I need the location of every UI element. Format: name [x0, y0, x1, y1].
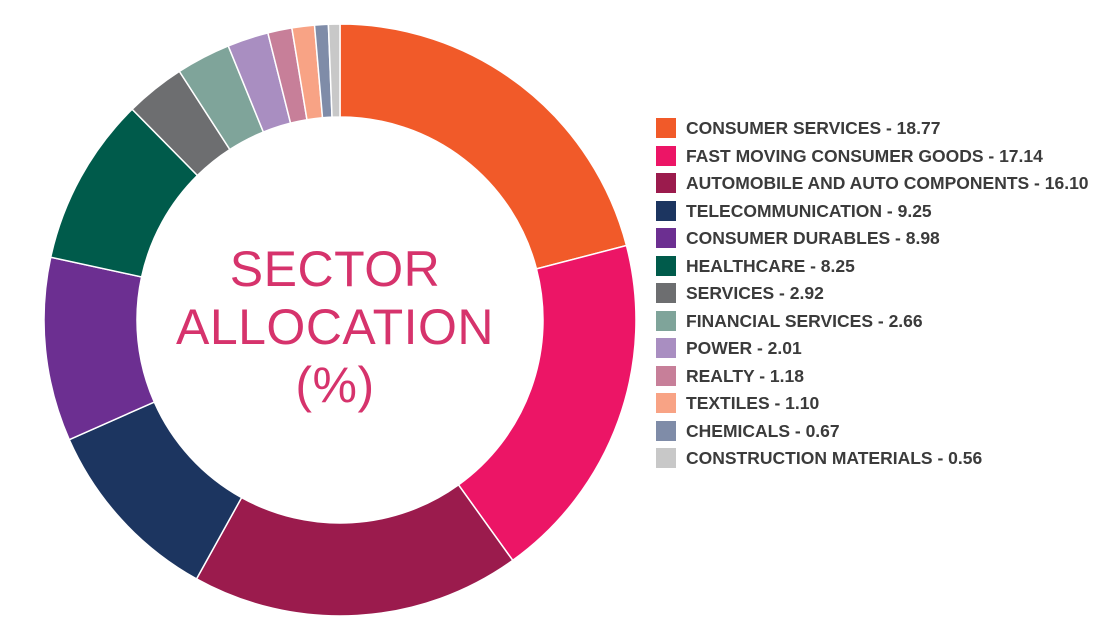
legend-label: POWER - 2.01 [686, 338, 802, 358]
legend-label: FINANCIAL SERVICES - 2.66 [686, 310, 923, 331]
chart-title-line-3: (%) [295, 357, 375, 413]
chart-title: SECTOR ALLOCATION (%) [130, 240, 540, 414]
legend-item-consumer-services: CONSUMER SERVICES - 18.77 [656, 116, 1096, 141]
legend-label: CHEMICALS - 0.67 [686, 420, 840, 441]
legend-swatch [656, 200, 676, 221]
legend-item-construction-materials: CONSTRUCTION MATERIALS - 0.56 [656, 446, 1096, 471]
legend-item-fast-moving-consumer-goods: FAST MOVING CONSUMER GOODS - 17.14 [656, 144, 1096, 169]
legend-item-chemicals: CHEMICALS - 0.67 [656, 419, 1096, 444]
legend-item-telecommunication: TELECOMMUNICATION - 9.25 [656, 199, 1096, 224]
legend-label: REALTY - 1.18 [686, 365, 804, 386]
donut-chart [43, 23, 637, 617]
legend-swatch [656, 283, 676, 303]
legend-label: CONSUMER SERVICES - 18.77 [686, 118, 941, 138]
legend-swatch [656, 228, 676, 248]
legend-label: HEALTHCARE - 8.25 [686, 255, 855, 276]
donut-slice-construction-materials [327, 23, 341, 118]
legend-label: TELECOMMUNICATION - 9.25 [686, 200, 932, 221]
legend-item-consumer-durables: CONSUMER DURABLES - 8.98 [656, 226, 1096, 251]
legend-label: CONSUMER DURABLES - 8.98 [686, 228, 940, 248]
legend-label: FAST MOVING CONSUMER GOODS - 17.14 [686, 145, 1043, 166]
chart-title-line-2: ALLOCATION [175, 299, 495, 355]
legend-item-textiles: TEXTILES - 1.10 [656, 391, 1096, 416]
legend-label: AUTOMOBILE AND AUTO COMPONENTS - 16.10 [686, 173, 1089, 193]
donut-slice-consumer-services [339, 23, 628, 270]
legend-swatch [656, 420, 676, 441]
legend-item-automobile-and-auto-components: AUTOMOBILE AND AUTO COMPONENTS - 16.10 [656, 171, 1096, 196]
legend-swatch [656, 118, 676, 138]
legend: CONSUMER SERVICES - 18.77 FAST MOVING CON… [656, 116, 1096, 474]
legend-swatch [656, 365, 676, 386]
legend-item-financial-services: FINANCIAL SERVICES - 2.66 [656, 309, 1096, 334]
legend-swatch [656, 338, 676, 358]
legend-swatch [656, 173, 676, 193]
donut-slice-automobile-and-auto-components [195, 483, 514, 617]
legend-swatch [656, 145, 676, 166]
legend-label: SERVICES - 2.92 [686, 283, 824, 303]
legend-label: TEXTILES - 1.10 [686, 393, 820, 413]
legend-item-power: POWER - 2.01 [656, 336, 1096, 361]
legend-swatch [656, 393, 676, 413]
legend-item-realty: REALTY - 1.18 [656, 364, 1096, 389]
legend-item-healthcare: HEALTHCARE - 8.25 [656, 254, 1096, 279]
legend-swatch [656, 448, 676, 468]
legend-swatch [656, 255, 676, 276]
legend-swatch [656, 310, 676, 331]
legend-item-services: SERVICES - 2.92 [656, 281, 1096, 306]
legend-label: CONSTRUCTION MATERIALS - 0.56 [686, 448, 983, 468]
chart-title-line-1: SECTOR [229, 241, 441, 297]
